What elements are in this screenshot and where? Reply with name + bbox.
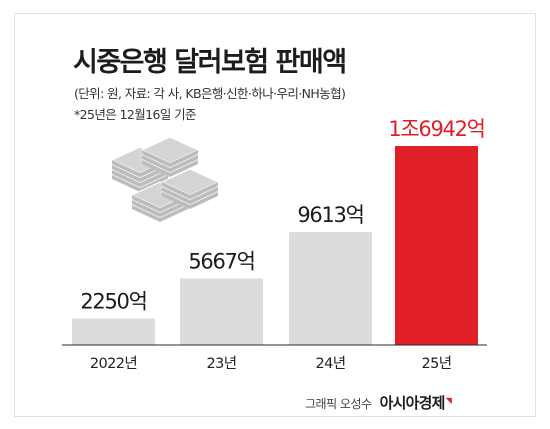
bar-4 (395, 146, 478, 345)
bill-edge (142, 155, 198, 172)
credit-author: 그래픽 오성수 (305, 397, 372, 411)
bill-edge (162, 192, 218, 209)
bar-2 (180, 278, 263, 345)
brand-mark-icon: ◥ (445, 396, 452, 405)
source-note: (단위: 원, 자료: 각 사, KB은행·신한·하나·우리·NH농협) (74, 86, 346, 101)
bill-edge (132, 200, 188, 217)
brand-logo-text: 아시아경제 (379, 394, 446, 412)
money-stack-icon (110, 136, 220, 222)
value-label-1: 2250억 (80, 290, 146, 314)
bill-edge (132, 195, 188, 212)
category-label-1: 2022년 (90, 355, 137, 372)
value-label-3: 9613억 (297, 203, 363, 227)
bill-edge (112, 170, 168, 187)
category-label-4: 25년 (422, 355, 452, 372)
bill-edge (162, 187, 218, 204)
value-label-4: 1조6942억 (388, 117, 484, 141)
date-note: *25년은 12월16일 기준 (74, 107, 197, 122)
bill-edge (162, 182, 218, 199)
credit: 그래픽 오성수 아시아경제 ◥ (305, 392, 452, 413)
bill-edge (132, 205, 188, 222)
bill-edge (112, 165, 168, 182)
chart-title: 시중은행 달러보험 판매액 (73, 47, 347, 78)
bill-edge (142, 150, 198, 167)
category-label-2: 23년 (207, 355, 237, 372)
bill-edge (142, 160, 198, 177)
value-label-2: 5667억 (188, 249, 254, 273)
bar-1 (72, 318, 155, 345)
bar-3 (289, 232, 372, 345)
chart-frame (14, 13, 536, 417)
category-label-3: 24년 (316, 355, 346, 372)
